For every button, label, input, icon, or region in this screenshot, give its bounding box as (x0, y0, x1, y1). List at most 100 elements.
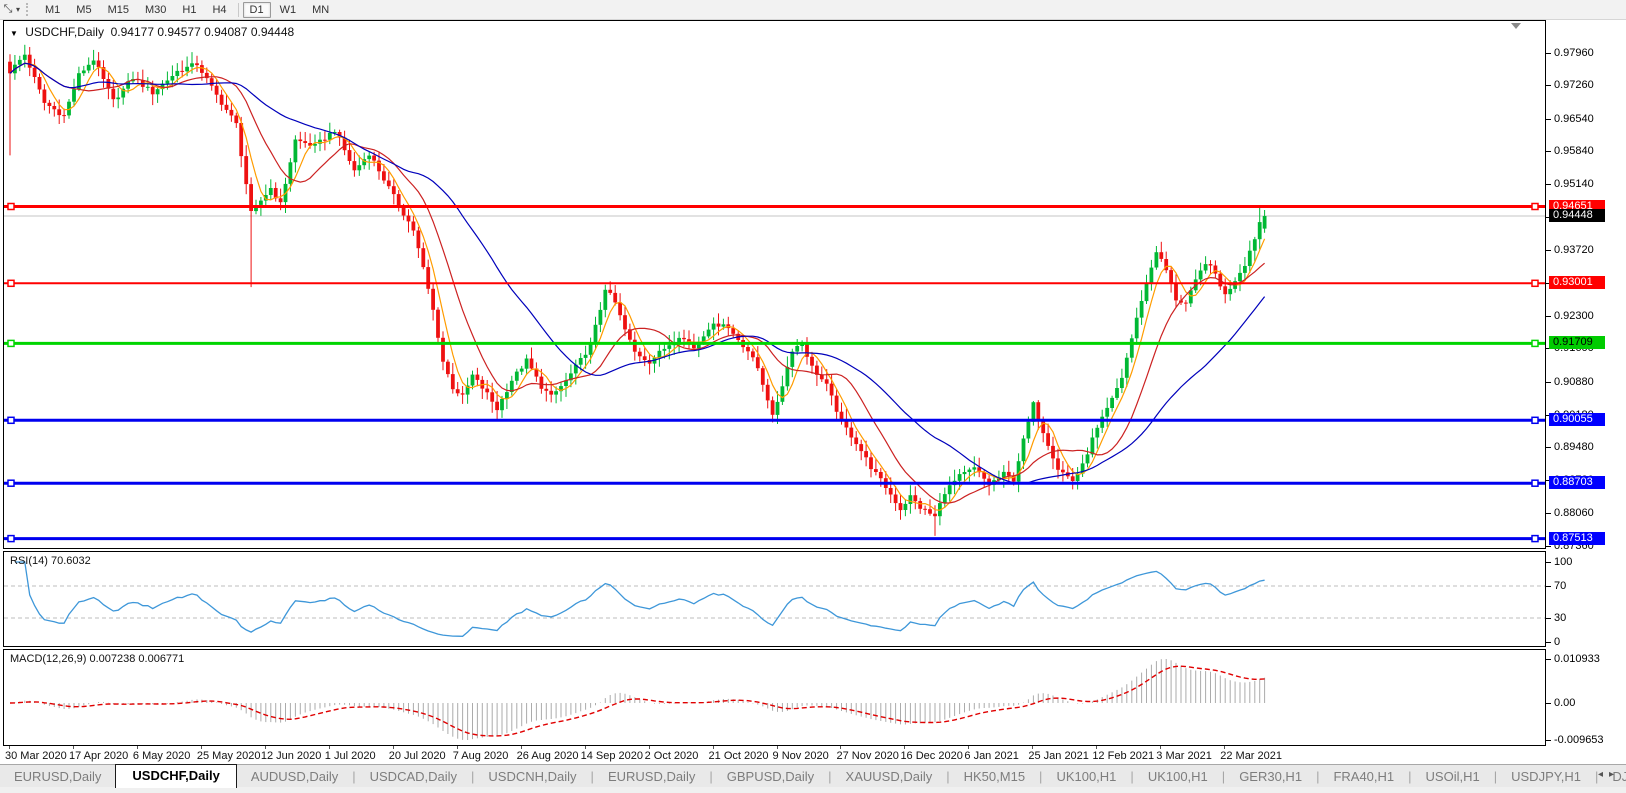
date-label: 14 Sep 2020 (580, 750, 644, 762)
date-label: 9 Nov 2020 (772, 750, 829, 762)
rsi-axis-label: 30 (1554, 612, 1567, 624)
macd-axis-label: 0.010933 (1554, 653, 1600, 665)
date-label: 22 Mar 2021 (1220, 750, 1282, 762)
date-label: 17 Apr 2020 (68, 750, 129, 762)
chart-tab-uk100-h1[interactable]: UK100,H1 (1147, 769, 1208, 784)
price-tick-mark (1546, 85, 1551, 87)
date-label: 30 Mar 2020 (5, 750, 67, 762)
price-tick-mark (1546, 447, 1551, 449)
date-tick-mark (72, 746, 74, 749)
date-tick-mark (1160, 746, 1162, 749)
date-tick-mark (264, 746, 266, 749)
date-tick-mark (1032, 746, 1034, 749)
chart-tab-bar: EURUSD,Daily USDCHF,Daily AUDUSD,Daily | USD… (0, 764, 1626, 788)
chart-tab-audusd-daily[interactable]: AUDUSD,Daily (250, 769, 339, 784)
cursor-tool-icon[interactable]: ⤡ (3, 3, 13, 15)
tab-separator: | (946, 769, 950, 784)
date-tick-mark (9, 746, 10, 749)
date-label: 12 Feb 2021 (1092, 750, 1155, 762)
chart-shift-marker[interactable] (1511, 23, 1521, 29)
date-label: 25 May 2020 (196, 750, 261, 762)
tab-separator: | (1408, 769, 1412, 784)
macd-axis-label: -0.009653 (1554, 734, 1604, 746)
tab-separator: | (471, 769, 475, 784)
rsi-chart[interactable] (4, 552, 1545, 646)
date-label: 2 Oct 2020 (644, 750, 699, 762)
chart-tab-usdjpy-h1[interactable]: USDJPY,H1 (1511, 769, 1581, 784)
chart-title-collapse-icon[interactable]: ▼ (10, 29, 18, 38)
date-tick-mark (904, 746, 906, 749)
chart-tab-hk50-m15[interactable]: HK50,M15 (963, 769, 1026, 784)
price-badge: 0.94448 (1549, 208, 1605, 222)
tab-separator: | (1221, 769, 1226, 784)
chart-tab-eurusd-daily[interactable]: EURUSD,Daily (14, 769, 102, 784)
tab-scroll-left-icon[interactable]: ◂ (1597, 769, 1609, 780)
date-tick-mark (840, 746, 842, 749)
tab-separator: | (709, 769, 713, 784)
price-badge: 0.93001 (1549, 276, 1605, 290)
price-tick-mark (1546, 545, 1551, 547)
macd-chart[interactable] (4, 650, 1545, 745)
chart-title: ▼ USDCHF,Daily 0.94177 0.94577 0.94087 0… (10, 25, 294, 39)
date-tick-mark (392, 746, 394, 749)
timeframe-button-h4[interactable]: H4 (212, 3, 227, 16)
date-tick-mark (200, 746, 202, 749)
main-chart-panel: ▼ USDCHF,Daily 0.94177 0.94577 0.94087 0… (3, 20, 1546, 549)
date-label: 27 Nov 2020 (836, 750, 899, 762)
rsi-label: RSI(14) 70.6032 (10, 555, 91, 567)
chart-tab-gbpusd-daily[interactable]: GBPUSD,Daily (726, 769, 815, 784)
chart-tab-usoil-h1[interactable]: USOil,H1 (1425, 769, 1480, 784)
price-tick-mark (1546, 283, 1551, 285)
timeframe-button-mn[interactable]: MN (312, 3, 330, 16)
chart-tab-ger30-h1[interactable]: GER30,H1 (1239, 769, 1303, 784)
chart-tab-usdcnh-daily[interactable]: USDCNH,Daily (488, 769, 577, 784)
date-label: 26 Aug 2020 (516, 750, 579, 762)
date-label: 1 Jul 2020 (324, 750, 376, 762)
timeframe-button-h1[interactable]: H1 (182, 3, 197, 16)
chart-tab-xauusd-daily[interactable]: XAUUSD,Daily (845, 769, 933, 784)
chart-tab-eurusd-daily[interactable]: EURUSD,Daily (607, 769, 696, 784)
timeframe-button-m30[interactable]: M30 (144, 3, 167, 16)
toolbar-grip[interactable] (26, 3, 31, 16)
date-tick-mark (1096, 746, 1098, 749)
rsi-tick-mark (1546, 562, 1551, 563)
timeframe-button-m1[interactable]: M1 (45, 3, 61, 16)
timeframe-button-m15[interactable]: M15 (107, 3, 129, 16)
tab-scroll-right-icon[interactable]: ▸ (1608, 769, 1620, 780)
chart-open-value: 0.94177 (110, 25, 155, 39)
chart-high-value: 0.94577 (157, 25, 201, 39)
tab-separator: | (1130, 769, 1134, 784)
tab-scroll-arrows[interactable]: ◂▸ (1598, 769, 1620, 780)
tab-separator: | (1039, 769, 1043, 784)
date-label: 20 Jul 2020 (388, 750, 446, 762)
price-badge: 0.88703 (1549, 476, 1605, 490)
price-tick-label: 0.95140 (1554, 177, 1594, 190)
chart-tab-uk100-h1[interactable]: UK100,H1 (1056, 769, 1117, 784)
date-label: 16 Dec 2020 (900, 750, 963, 762)
chart-tab-usdcad-daily[interactable]: USDCAD,Daily (369, 769, 458, 784)
price-tick-label: 0.92300 (1554, 309, 1594, 322)
price-tick-mark (1546, 348, 1551, 350)
chart-tab-fra40-h1[interactable]: FRA40,H1 (1333, 769, 1395, 784)
timeframe-button-m5[interactable]: M5 (76, 3, 92, 16)
timeframe-button-d1[interactable]: D1 (242, 1, 271, 18)
date-tick-mark (456, 746, 458, 749)
chart-tab-usdchf-daily[interactable]: USDCHF,Daily (115, 764, 237, 788)
price-tick-mark (1546, 381, 1551, 383)
chart-tab-dj30-weekly[interactable]: DJ30,Weekly (1612, 769, 1626, 784)
macd-tick-mark (1546, 703, 1551, 704)
rsi-axis-label: 70 (1554, 580, 1567, 592)
price-tick-mark (1546, 52, 1551, 54)
date-label: 7 Aug 2020 (452, 750, 509, 762)
price-axis[interactable]: 0.97960 0.97260 0.96540 0.95840 0.95140 0.944… (1546, 20, 1626, 747)
macd-axis-label: 0.00 (1554, 697, 1576, 709)
date-tick-mark (648, 746, 650, 749)
cursor-tool-dropdown-icon[interactable]: ▾ (16, 5, 21, 14)
timeframe-button-w1[interactable]: W1 (279, 3, 297, 16)
tabs-holder: EURUSD,Daily USDCHF,Daily AUDUSD,Daily | USD… (0, 764, 1626, 788)
candlestick-chart[interactable] (4, 21, 1545, 548)
date-label: 3 Mar 2021 (1156, 750, 1212, 762)
date-tick-mark (136, 746, 138, 749)
macd-tick-mark (1546, 740, 1551, 741)
date-axis[interactable]: 30 Mar 2020 17 Apr 2020 6 May 2020 25 May 2… (0, 746, 1626, 764)
